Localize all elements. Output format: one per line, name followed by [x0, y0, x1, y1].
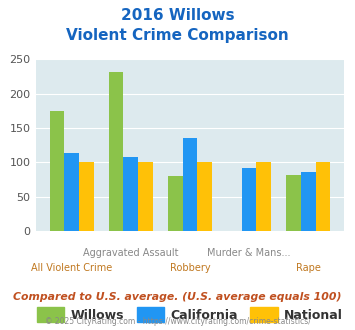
- Bar: [124, 157, 138, 231]
- Bar: [242, 168, 256, 231]
- Text: Murder & Mans...: Murder & Mans...: [207, 248, 291, 258]
- Bar: [50, 111, 64, 231]
- Bar: [316, 162, 330, 231]
- Bar: [109, 72, 124, 231]
- Bar: [138, 162, 153, 231]
- Bar: [168, 176, 182, 231]
- Bar: [301, 172, 316, 231]
- Legend: Willows, California, National: Willows, California, National: [32, 303, 348, 327]
- Text: Compared to U.S. average. (U.S. average equals 100): Compared to U.S. average. (U.S. average …: [13, 292, 342, 302]
- Text: © 2025 CityRating.com - https://www.cityrating.com/crime-statistics/: © 2025 CityRating.com - https://www.city…: [45, 317, 310, 326]
- Bar: [197, 162, 212, 231]
- Bar: [64, 153, 79, 231]
- Bar: [256, 162, 271, 231]
- Text: Aggravated Assault: Aggravated Assault: [83, 248, 179, 258]
- Text: Violent Crime Comparison: Violent Crime Comparison: [66, 28, 289, 43]
- Text: All Violent Crime: All Violent Crime: [31, 263, 112, 273]
- Text: Robbery: Robbery: [170, 263, 210, 273]
- Bar: [286, 176, 301, 231]
- Bar: [182, 138, 197, 231]
- Text: 2016 Willows: 2016 Willows: [121, 8, 234, 23]
- Text: Rape: Rape: [296, 263, 321, 273]
- Bar: [79, 162, 94, 231]
